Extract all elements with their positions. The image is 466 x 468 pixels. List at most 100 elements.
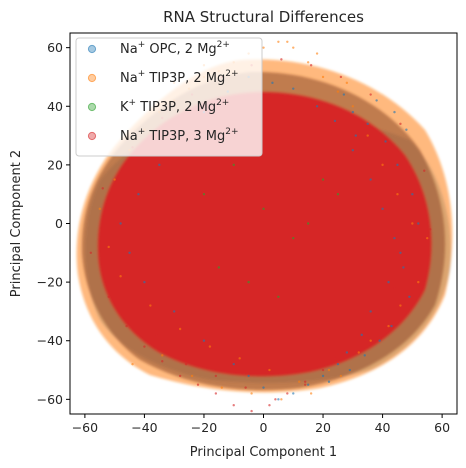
scatter-point [303,380,307,383]
scatter-point [202,339,206,342]
scatter-point [143,345,146,348]
scatter-point [306,222,310,225]
x-tick-label: −20 [191,420,217,435]
scatter-point [149,304,152,307]
y-tick-label: −40 [37,333,63,348]
scatter-point [366,134,369,137]
scatter-point [178,327,182,331]
scatter-point [327,380,331,383]
scatter-point [399,251,402,255]
scatter-point [369,93,372,96]
scatter-point [381,163,384,167]
scatter-point [399,304,402,307]
scatter-point [336,192,340,196]
scatter-point [396,163,399,167]
scatter-point [339,357,343,360]
scatter-point [339,75,343,79]
x-axis: −60 −40 −20 0 20 40 60 [72,414,450,435]
scatter-point [196,383,200,386]
x-axis-label: Principal Component 1 [190,445,337,460]
scatter-point [217,266,221,269]
legend-marker [87,102,97,112]
y-tick-label: 20 [47,157,63,172]
scatter-point [271,81,274,85]
scatter-point [345,351,349,354]
scatter-point [292,87,295,90]
legend: Na+ OPC, 2 Mg2+ Na+ TIP3P, 2 Mg2+ K+ TIP3P… [75,37,263,157]
legend-marker [87,44,97,54]
y-tick-label: 0 [55,216,63,231]
scatter-point [321,374,325,378]
scatter-point [172,310,176,313]
scatter-point [342,93,346,96]
scatter-point [327,368,331,372]
scatter-point [393,110,396,114]
scatter-point [262,386,265,389]
scatter-point [178,374,182,378]
x-tick-label: 0 [260,420,268,435]
scatter-point [161,354,164,357]
scatter-point [411,192,414,196]
scatter-point [247,280,250,284]
scatter-point [387,324,390,328]
scatter-point [268,404,271,407]
scatter-point [274,398,277,401]
x-tick-label: 20 [315,420,331,435]
scatter-point [262,207,265,211]
scatter-point [309,392,313,395]
scatter-point [333,357,337,360]
scatter-point [429,228,432,231]
scatter-point [208,345,212,348]
scatter-point [292,392,295,395]
scatter-point [220,386,224,389]
scatter-point [351,149,355,152]
scatter-point [250,409,253,413]
scatter-point [268,368,271,372]
series-3-points [89,58,432,413]
scatter-point [232,362,235,366]
scatter-point [303,383,307,386]
scatter-point [158,163,161,167]
scatter-point [98,207,101,211]
legend-label: Na+ TIP3P, 2 Mg2+ [120,69,239,86]
scatter-point [396,192,399,196]
scatter-point [339,374,343,378]
scatter-point [411,257,414,260]
legend-label: Na+ TIP3P, 3 Mg2+ [120,127,239,144]
scatter-point [378,339,381,342]
scatter-point [333,119,337,123]
y-tick-label: 60 [47,40,63,55]
scatter-point [357,351,360,354]
legend-label: Na+ OPC, 2 Mg2+ [120,40,230,57]
x-tick-label: −60 [72,420,98,435]
scatter-point [315,52,319,55]
scatter-point [277,40,280,43]
y-axis: −60 −40 −20 0 20 40 60 [37,40,70,407]
scatter-point [277,295,280,298]
scatter-point [336,362,340,366]
y-tick-label: −20 [37,275,63,290]
scatter-point [405,128,408,131]
scatter-point [128,251,131,255]
scatter-point [321,178,325,181]
scatter-point [384,140,387,143]
scatter-point [119,275,122,278]
scatter-point [107,245,110,249]
scatter-point [369,178,372,181]
scatter-point [125,324,128,328]
y-axis-label: Principal Component 2 [9,150,24,297]
scatter-point [247,374,250,378]
scatter-point [363,333,366,337]
scatter-point [306,61,310,64]
scatter-points [89,40,432,413]
scatter-point [286,40,289,43]
chart-title: RNA Structural Differences [163,8,364,26]
x-tick-label: 40 [375,420,391,435]
scatter-point [357,339,360,342]
scatter-point [184,362,188,366]
scatter-point [369,310,372,313]
legend-marker [87,73,97,83]
scatter-point [306,383,310,386]
scatter-point [417,280,420,284]
